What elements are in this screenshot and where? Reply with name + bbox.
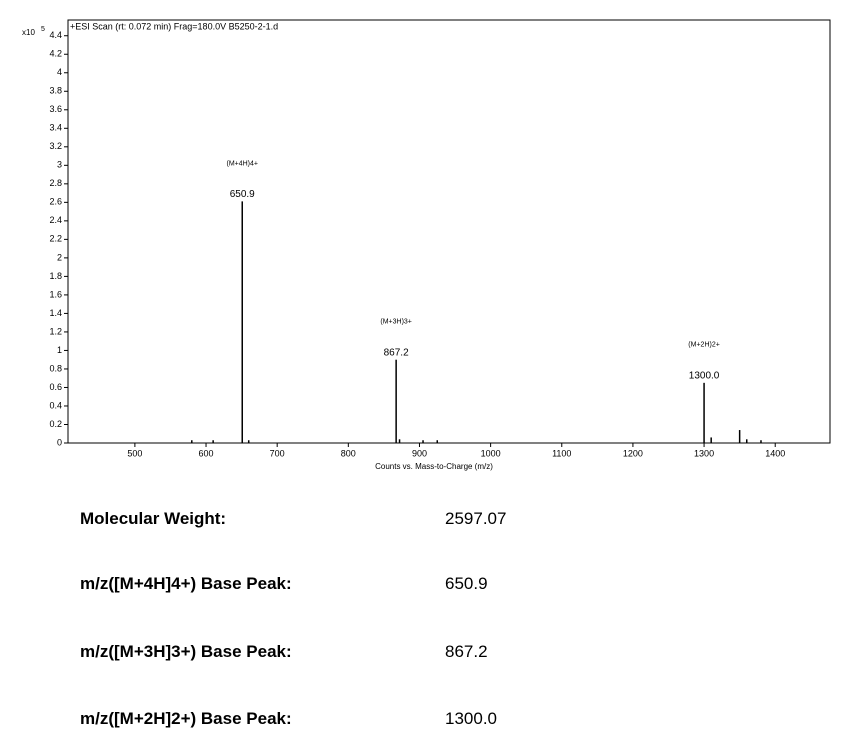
info-row: m/z([M+3H]3+) Base Peak: 867.2 xyxy=(80,642,488,662)
x-tick-label: 500 xyxy=(127,448,142,458)
chart: +ESI Scan (rt: 0.072 min) Frag=180.0V B5… xyxy=(22,19,831,471)
y-tick-label: 3.8 xyxy=(49,86,62,96)
x-tick-label: 600 xyxy=(199,448,214,458)
peak-label: 1300.0 xyxy=(689,370,720,381)
y-tick-label: 2.4 xyxy=(49,215,62,225)
info-value: 2597.07 xyxy=(445,509,507,528)
ion-label: (M+4H)4+ xyxy=(226,160,258,167)
y-tick-label: 1 xyxy=(57,345,62,355)
info-label: m/z([M+3H]3+) Base Peak: xyxy=(80,642,292,661)
peak-label: 650.9 xyxy=(230,189,255,200)
info-label: Molecular Weight: xyxy=(80,509,227,528)
y-tick-label: 2 xyxy=(57,252,62,262)
x-axis-label: Counts vs. Mass-to-Charge (m/z) xyxy=(375,462,493,471)
x-tick-label: 1400 xyxy=(765,448,785,458)
y-tick-label: 2.8 xyxy=(49,178,62,188)
info-label: m/z([M+4H]4+) Base Peak: xyxy=(80,574,292,593)
y-tick-label: 3 xyxy=(57,160,62,170)
ion-label: (M+2H)2+ xyxy=(688,342,720,349)
x-tick-label: 800 xyxy=(341,448,356,458)
y-tick-label: 1.2 xyxy=(49,326,62,336)
info-row: m/z([M+4H]4+) Base Peak: 650.9 xyxy=(80,574,488,594)
info-value: 867.2 xyxy=(445,642,488,661)
x-tick-label: 700 xyxy=(270,448,285,458)
ion-label: (M+3H)3+ xyxy=(380,319,412,326)
info-value: 650.9 xyxy=(445,574,488,593)
chart-title: +ESI Scan (rt: 0.072 min) Frag=180.0V B5… xyxy=(70,21,278,31)
info-row: Molecular Weight: 2597.07 xyxy=(80,509,506,529)
y-tick-label: 4 xyxy=(57,67,62,77)
y-tick-label: 0 xyxy=(57,437,62,447)
x-tick-label: 900 xyxy=(412,448,427,458)
y-tick-label: 3.4 xyxy=(49,123,62,133)
y-tick-label: 0.8 xyxy=(49,363,62,373)
y-multiplier: x10 xyxy=(22,28,35,37)
y-tick-label: 4.2 xyxy=(49,49,62,59)
plot-frame xyxy=(67,19,831,444)
x-tick-label: 1000 xyxy=(481,448,501,458)
y-tick-label: 1.8 xyxy=(49,271,62,281)
x-tick-label: 1300 xyxy=(694,448,714,458)
y-tick-label: 4.4 xyxy=(49,30,62,40)
x-tick-label: 1100 xyxy=(552,448,571,458)
y-tick-label: 2.6 xyxy=(49,197,62,207)
info-row: m/z([M+2H]2+) Base Peak: 1300.0 xyxy=(80,709,497,729)
x-tick-label: 1200 xyxy=(623,448,643,458)
y-tick-label: 1.6 xyxy=(49,289,62,299)
info-label: m/z([M+2H]2+) Base Peak: xyxy=(80,709,292,728)
y-tick-label: 3.2 xyxy=(49,141,62,151)
info-value: 1300.0 xyxy=(445,709,497,728)
y-tick-label: 0.6 xyxy=(49,382,62,392)
y-tick-label: 3.6 xyxy=(49,104,62,114)
y-tick-label: 2.2 xyxy=(49,234,62,244)
peak-label: 867.2 xyxy=(384,347,409,358)
y-tick-label: 0.4 xyxy=(49,400,62,410)
y-tick-label: 1.4 xyxy=(49,308,62,318)
y-tick-label: 0.2 xyxy=(49,419,62,429)
y-exponent: 5 xyxy=(41,26,45,33)
